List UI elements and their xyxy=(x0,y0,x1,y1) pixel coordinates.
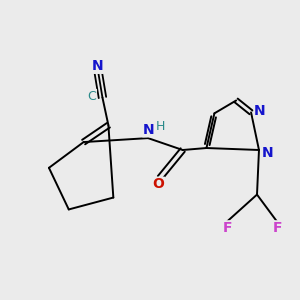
Text: H: H xyxy=(156,120,165,133)
Text: N: N xyxy=(254,104,266,118)
Text: F: F xyxy=(272,221,282,235)
Text: F: F xyxy=(223,221,232,235)
Text: N: N xyxy=(262,146,273,160)
Text: O: O xyxy=(152,177,164,191)
Text: N: N xyxy=(92,59,103,73)
Text: C: C xyxy=(88,89,96,103)
Text: N: N xyxy=(143,123,154,137)
